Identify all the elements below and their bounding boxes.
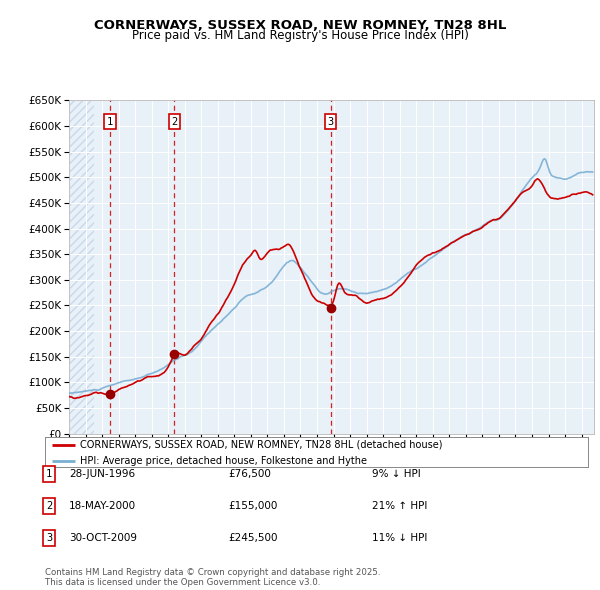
Text: CORNERWAYS, SUSSEX ROAD, NEW ROMNEY, TN28 8HL: CORNERWAYS, SUSSEX ROAD, NEW ROMNEY, TN2… xyxy=(94,19,506,32)
Text: 9% ↓ HPI: 9% ↓ HPI xyxy=(372,469,421,478)
Text: £76,500: £76,500 xyxy=(228,469,271,478)
Text: 21% ↑ HPI: 21% ↑ HPI xyxy=(372,502,427,511)
Text: 18-MAY-2000: 18-MAY-2000 xyxy=(69,502,136,511)
Text: CORNERWAYS, SUSSEX ROAD, NEW ROMNEY, TN28 8HL (detached house): CORNERWAYS, SUSSEX ROAD, NEW ROMNEY, TN2… xyxy=(80,440,443,450)
Text: 1: 1 xyxy=(107,117,113,127)
Text: 3: 3 xyxy=(46,533,52,543)
Text: £155,000: £155,000 xyxy=(228,502,277,511)
Text: 2: 2 xyxy=(46,502,52,511)
Text: Contains HM Land Registry data © Crown copyright and database right 2025.
This d: Contains HM Land Registry data © Crown c… xyxy=(45,568,380,587)
Text: 30-OCT-2009: 30-OCT-2009 xyxy=(69,533,137,543)
Text: 28-JUN-1996: 28-JUN-1996 xyxy=(69,469,135,478)
Text: 1: 1 xyxy=(46,469,52,478)
Text: HPI: Average price, detached house, Folkestone and Hythe: HPI: Average price, detached house, Folk… xyxy=(80,455,367,466)
Text: 2: 2 xyxy=(172,117,178,127)
Bar xyxy=(69,100,94,434)
Text: 3: 3 xyxy=(328,117,334,127)
Text: Price paid vs. HM Land Registry's House Price Index (HPI): Price paid vs. HM Land Registry's House … xyxy=(131,30,469,42)
Text: £245,500: £245,500 xyxy=(228,533,277,543)
Text: 11% ↓ HPI: 11% ↓ HPI xyxy=(372,533,427,543)
